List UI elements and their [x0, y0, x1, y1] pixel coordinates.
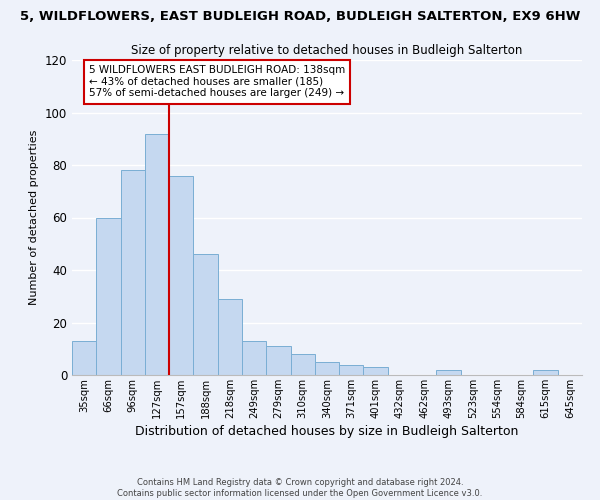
Bar — [72, 341, 96, 375]
Bar — [315, 362, 339, 375]
Bar — [266, 346, 290, 375]
Text: 5 WILDFLOWERS EAST BUDLEIGH ROAD: 138sqm
← 43% of detached houses are smaller (1: 5 WILDFLOWERS EAST BUDLEIGH ROAD: 138sqm… — [89, 65, 345, 98]
Title: Size of property relative to detached houses in Budleigh Salterton: Size of property relative to detached ho… — [131, 44, 523, 58]
Bar — [145, 134, 169, 375]
Bar — [364, 367, 388, 375]
Text: 5, WILDFLOWERS, EAST BUDLEIGH ROAD, BUDLEIGH SALTERTON, EX9 6HW: 5, WILDFLOWERS, EAST BUDLEIGH ROAD, BUDL… — [20, 10, 580, 23]
Bar — [218, 299, 242, 375]
Bar — [533, 370, 558, 375]
Bar — [169, 176, 193, 375]
Bar — [436, 370, 461, 375]
Bar — [290, 354, 315, 375]
Bar — [193, 254, 218, 375]
Y-axis label: Number of detached properties: Number of detached properties — [29, 130, 39, 305]
Bar — [242, 341, 266, 375]
X-axis label: Distribution of detached houses by size in Budleigh Salterton: Distribution of detached houses by size … — [136, 425, 518, 438]
Bar — [121, 170, 145, 375]
Bar — [96, 218, 121, 375]
Text: Contains HM Land Registry data © Crown copyright and database right 2024.
Contai: Contains HM Land Registry data © Crown c… — [118, 478, 482, 498]
Bar — [339, 364, 364, 375]
